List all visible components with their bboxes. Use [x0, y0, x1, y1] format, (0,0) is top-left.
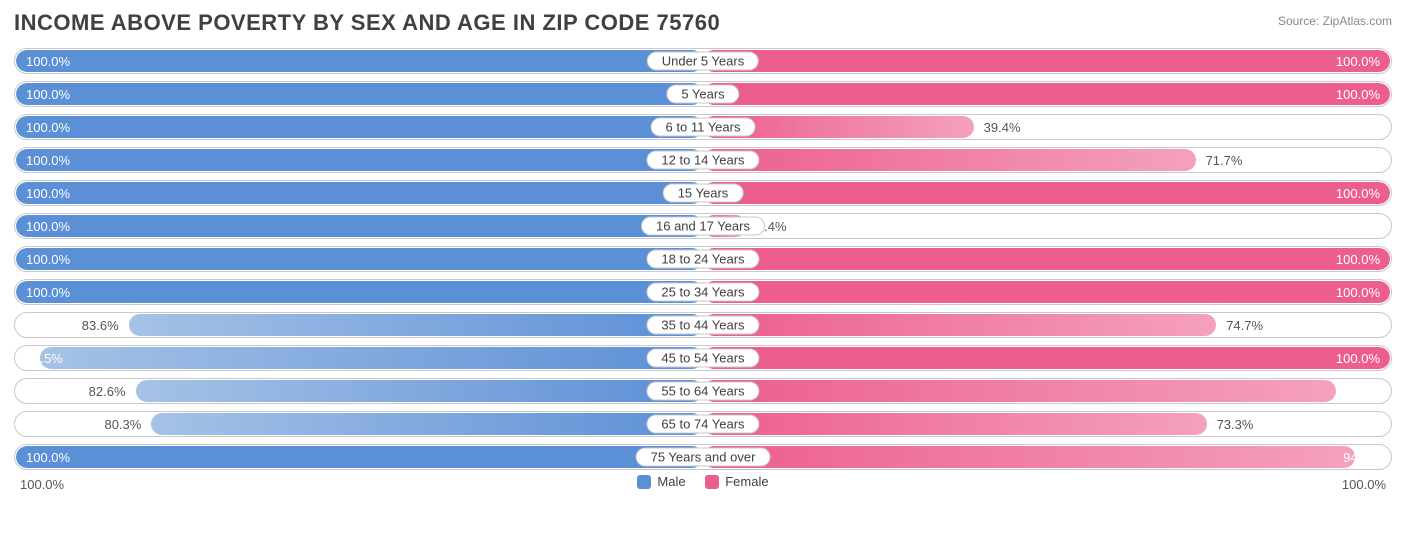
- chart-row: 100.0% 100.0% 5 Years: [14, 81, 1392, 107]
- chart-title: INCOME ABOVE POVERTY BY SEX AND AGE IN Z…: [14, 10, 720, 36]
- male-bar-label: 100.0%: [16, 149, 80, 171]
- diverging-bar-chart: 100.0% 100.0% Under 5 Years 100.0% 100.0% 5 Y…: [14, 48, 1392, 470]
- legend: Male Female: [14, 474, 1392, 492]
- category-label: Under 5 Years: [647, 52, 759, 71]
- female-bar: [703, 182, 1390, 204]
- female-bar-label: 100.0%: [1326, 347, 1390, 369]
- male-bar: [16, 281, 703, 303]
- legend-male: Male: [637, 474, 685, 489]
- male-bar-label: 82.6%: [79, 380, 136, 402]
- category-label: 65 to 74 Years: [646, 415, 759, 434]
- male-bar: [16, 182, 703, 204]
- category-label: 15 Years: [663, 184, 744, 203]
- male-bar-label: 100.0%: [16, 116, 80, 138]
- male-bar: [16, 446, 703, 468]
- male-bar-label: 100.0%: [16, 281, 80, 303]
- category-label: 18 to 24 Years: [646, 250, 759, 269]
- male-bar: [16, 116, 703, 138]
- category-label: 25 to 34 Years: [646, 283, 759, 302]
- chart-row: 100.0% 100.0% Under 5 Years: [14, 48, 1392, 74]
- category-label: 55 to 64 Years: [646, 382, 759, 401]
- chart-header: INCOME ABOVE POVERTY BY SEX AND AGE IN Z…: [14, 10, 1392, 36]
- female-bar-label: 100.0%: [1326, 248, 1390, 270]
- male-bar: [16, 215, 703, 237]
- male-bar-label: 80.3%: [94, 413, 151, 435]
- category-label: 16 and 17 Years: [641, 217, 765, 236]
- male-bar-label: 100.0%: [16, 215, 80, 237]
- male-bar: [16, 149, 703, 171]
- category-label: 45 to 54 Years: [646, 349, 759, 368]
- female-bar-label: 100.0%: [1326, 50, 1390, 72]
- male-bar: [40, 347, 703, 369]
- female-bar: [703, 83, 1390, 105]
- chart-row: 100.0% 100.0% 15 Years: [14, 180, 1392, 206]
- chart-row: 100.0% 39.4% 6 to 11 Years: [14, 114, 1392, 140]
- male-bar-label: 100.0%: [16, 446, 80, 468]
- chart-row: 100.0% 100.0% 18 to 24 Years: [14, 246, 1392, 272]
- category-label: 35 to 44 Years: [646, 316, 759, 335]
- category-label: 5 Years: [666, 85, 739, 104]
- female-bar: [703, 149, 1196, 171]
- chart-row: 83.6% 74.7% 35 to 44 Years: [14, 312, 1392, 338]
- legend-female: Female: [705, 474, 768, 489]
- female-bar-label: 100.0%: [1326, 281, 1390, 303]
- male-bar: [136, 380, 703, 402]
- female-bar: [703, 314, 1216, 336]
- chart-row: 100.0% 100.0% 25 to 34 Years: [14, 279, 1392, 305]
- female-bar-label: 100.0%: [1326, 182, 1390, 204]
- category-label: 75 Years and over: [636, 448, 771, 467]
- male-bar-label: 100.0%: [16, 50, 80, 72]
- male-bar-label: 100.0%: [16, 248, 80, 270]
- male-bar-label: 100.0%: [16, 182, 80, 204]
- category-label: 12 to 14 Years: [646, 151, 759, 170]
- female-bar: [703, 281, 1390, 303]
- legend-male-label: Male: [657, 474, 685, 489]
- female-bar-label: 71.7%: [1196, 149, 1253, 171]
- female-bar: [703, 248, 1390, 270]
- female-bar: [703, 50, 1390, 72]
- category-label: 6 to 11 Years: [651, 118, 756, 137]
- female-bar: [703, 446, 1355, 468]
- male-bar: [129, 314, 703, 336]
- female-bar: [703, 413, 1207, 435]
- female-bar: [703, 347, 1390, 369]
- male-bar-label: 100.0%: [16, 83, 80, 105]
- male-bar: [151, 413, 703, 435]
- chart-row: 100.0%6.4%16 and 17 Years: [14, 213, 1392, 239]
- chart-row: 100.0% 94.9% 75 Years and over: [14, 444, 1392, 470]
- legend-female-label: Female: [725, 474, 768, 489]
- female-bar-label: 92.1%: [1333, 380, 1390, 402]
- chart-row: 100.0% 71.7% 12 to 14 Years: [14, 147, 1392, 173]
- female-bar: [703, 380, 1336, 402]
- chart-source: Source: ZipAtlas.com: [1278, 10, 1392, 28]
- legend-male-swatch: [637, 475, 651, 489]
- female-bar-label: 39.4%: [974, 116, 1031, 138]
- male-bar-label: 96.5%: [16, 347, 73, 369]
- chart-row: 80.3% 73.3% 65 to 74 Years: [14, 411, 1392, 437]
- female-bar-label: 94.9%: [1333, 446, 1390, 468]
- male-bar: [16, 83, 703, 105]
- female-bar-label: 74.7%: [1216, 314, 1273, 336]
- female-bar-label: 73.3%: [1207, 413, 1264, 435]
- male-bar: [16, 248, 703, 270]
- male-bar: [16, 50, 703, 72]
- male-bar-label: 83.6%: [72, 314, 129, 336]
- chart-row: 82.6% 92.1% 55 to 64 Years: [14, 378, 1392, 404]
- legend-female-swatch: [705, 475, 719, 489]
- female-bar-label: 100.0%: [1326, 83, 1390, 105]
- chart-row: 96.5% 100.0% 45 to 54 Years: [14, 345, 1392, 371]
